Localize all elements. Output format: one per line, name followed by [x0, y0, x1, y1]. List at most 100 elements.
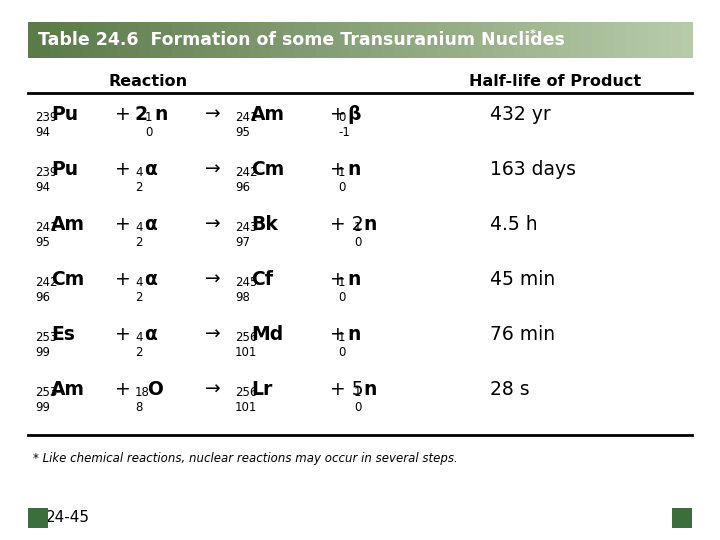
Bar — [581, 22, 593, 58]
Text: Cm: Cm — [51, 270, 84, 289]
Text: 0: 0 — [338, 291, 346, 304]
Text: 1: 1 — [338, 166, 346, 179]
Text: 8: 8 — [135, 401, 143, 414]
Text: +: + — [115, 160, 131, 179]
Bar — [28, 508, 48, 528]
Text: 95: 95 — [35, 236, 50, 249]
Bar — [105, 22, 117, 58]
Text: β: β — [347, 105, 361, 124]
Text: 1: 1 — [354, 386, 361, 399]
Text: 98: 98 — [235, 291, 250, 304]
Bar — [459, 22, 472, 58]
Bar — [282, 22, 294, 58]
Bar — [371, 22, 383, 58]
Bar — [271, 22, 284, 58]
Text: 4: 4 — [135, 221, 143, 234]
Text: +: + — [330, 160, 346, 179]
Text: +: + — [330, 105, 346, 124]
Bar — [526, 22, 538, 58]
Bar — [570, 22, 582, 58]
Text: 96: 96 — [35, 291, 50, 304]
Text: +: + — [330, 270, 346, 289]
Text: 2: 2 — [135, 181, 143, 194]
Bar — [537, 22, 549, 58]
Text: Am: Am — [251, 105, 285, 124]
Text: +: + — [115, 270, 131, 289]
Text: →: → — [205, 215, 221, 234]
Text: 76 min: 76 min — [490, 325, 555, 344]
Text: 4: 4 — [135, 166, 143, 179]
Text: Half-life of Product: Half-life of Product — [469, 74, 641, 89]
Text: n: n — [154, 105, 167, 124]
Bar — [672, 508, 692, 528]
Text: Am: Am — [51, 380, 85, 399]
Text: n: n — [363, 380, 377, 399]
Text: 241: 241 — [235, 111, 258, 124]
Bar — [94, 22, 107, 58]
Text: 2: 2 — [135, 236, 143, 249]
Bar — [382, 22, 395, 58]
Text: n: n — [347, 160, 361, 179]
Bar — [39, 22, 51, 58]
Text: Cf: Cf — [251, 270, 273, 289]
Text: 256: 256 — [235, 386, 257, 399]
Text: +: + — [115, 105, 131, 124]
Text: α: α — [144, 270, 157, 289]
Text: 4: 4 — [135, 276, 143, 289]
Text: 1: 1 — [354, 221, 361, 234]
Bar — [305, 22, 317, 58]
Text: →: → — [205, 160, 221, 179]
Text: 4: 4 — [135, 331, 143, 344]
Bar — [438, 22, 449, 58]
Text: 2: 2 — [135, 105, 148, 124]
Bar — [659, 22, 671, 58]
Text: 239: 239 — [35, 166, 58, 179]
Bar — [50, 22, 62, 58]
Text: Es: Es — [51, 325, 75, 344]
Text: Bk: Bk — [251, 215, 278, 234]
Bar — [492, 22, 505, 58]
Bar — [626, 22, 638, 58]
Text: Pu: Pu — [51, 105, 78, 124]
Text: Table 24.6  Formation of some Transuranium Nuclides: Table 24.6 Formation of some Transuraniu… — [38, 31, 565, 49]
Text: 243: 243 — [235, 221, 257, 234]
Text: 0: 0 — [354, 401, 361, 414]
Bar — [615, 22, 626, 58]
Bar — [316, 22, 328, 58]
Text: →: → — [205, 105, 221, 124]
Bar — [548, 22, 560, 58]
Bar — [194, 22, 206, 58]
Bar — [238, 22, 251, 58]
Text: 45 min: 45 min — [490, 270, 555, 289]
Text: 163 days: 163 days — [490, 160, 576, 179]
Text: →: → — [205, 270, 221, 289]
Text: 241: 241 — [35, 221, 58, 234]
Bar — [294, 22, 306, 58]
Text: 2: 2 — [135, 291, 143, 304]
Text: Reaction: Reaction — [109, 74, 188, 89]
Text: α: α — [144, 215, 157, 234]
Text: n: n — [363, 215, 377, 234]
Text: 94: 94 — [35, 181, 50, 194]
Bar — [415, 22, 428, 58]
Bar — [216, 22, 228, 58]
Text: *: * — [530, 29, 536, 39]
Bar — [139, 22, 150, 58]
Text: 242: 242 — [235, 166, 258, 179]
Text: 253: 253 — [35, 331, 58, 344]
Text: Am: Am — [51, 215, 85, 234]
Text: 96: 96 — [235, 181, 250, 194]
Text: 253: 253 — [35, 386, 58, 399]
Bar — [161, 22, 173, 58]
Bar — [449, 22, 461, 58]
Bar — [117, 22, 129, 58]
Bar — [482, 22, 494, 58]
Bar — [205, 22, 217, 58]
Text: α: α — [144, 325, 157, 344]
Text: 1: 1 — [338, 331, 346, 344]
Text: 0: 0 — [145, 126, 153, 139]
Text: 1: 1 — [338, 276, 346, 289]
Text: * Like chemical reactions, nuclear reactions may occur in several steps.: * Like chemical reactions, nuclear react… — [33, 452, 458, 465]
Text: Lr: Lr — [251, 380, 272, 399]
Text: 18: 18 — [135, 386, 150, 399]
